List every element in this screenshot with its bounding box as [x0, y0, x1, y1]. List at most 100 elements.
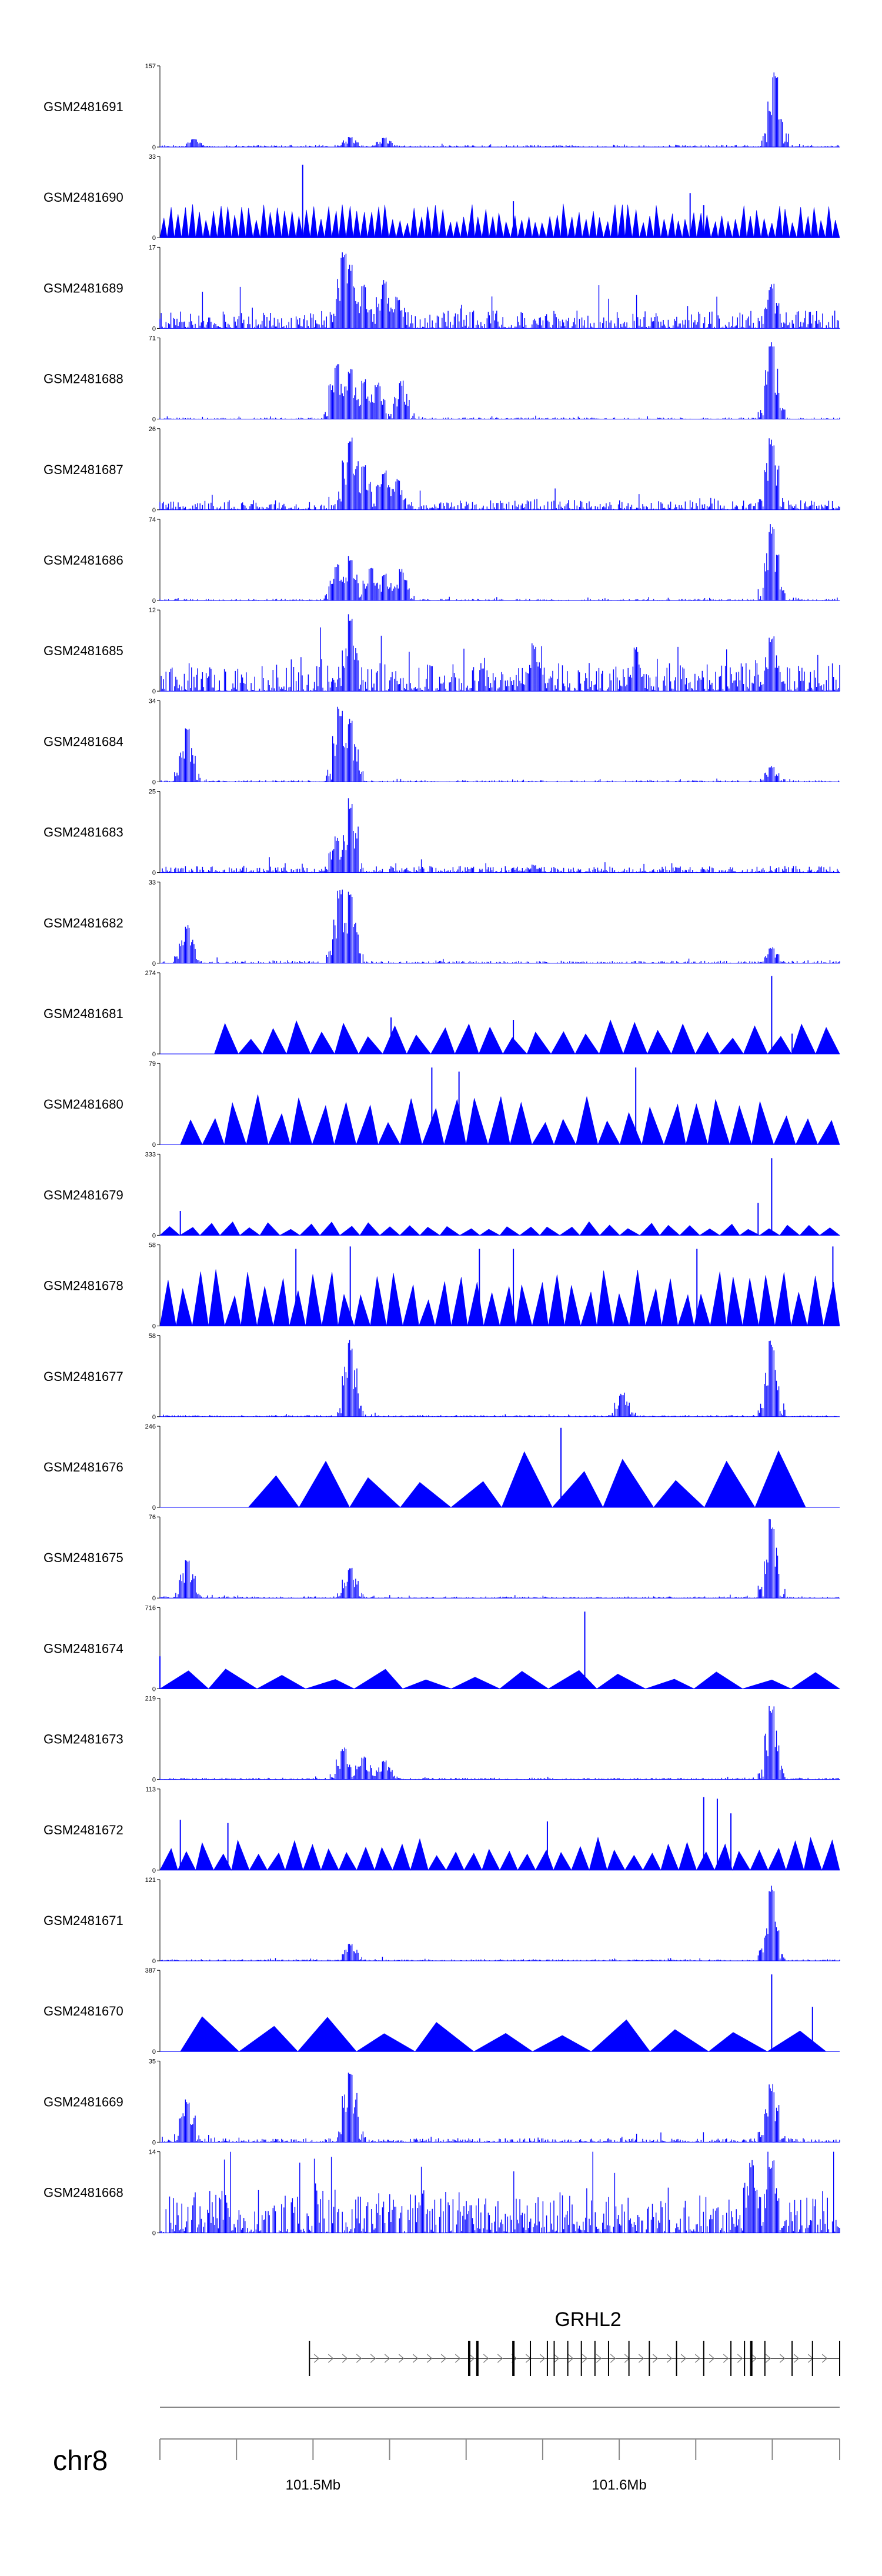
strand-arrow-icon — [384, 2354, 390, 2363]
y-max-label: 34 — [149, 698, 156, 705]
y-min-label: 0 — [152, 2048, 156, 2056]
y-max-label: 17 — [149, 244, 156, 251]
y-max-label: 79 — [149, 1060, 156, 1067]
strand-arrow-icon — [694, 2354, 701, 2363]
gene-exon — [467, 2341, 470, 2376]
track-gsm2481691: GSM2481691 157 0 — [44, 63, 840, 151]
gene-exon — [580, 2341, 582, 2376]
track-gsm2481678: GSM2481678 58 0 — [44, 1242, 840, 1330]
signal-series — [159, 798, 840, 873]
gene-exon — [839, 2341, 840, 2376]
track-label: GSM2481674 — [44, 1641, 123, 1656]
strand-arrow-icon — [610, 2354, 616, 2363]
track-label: GSM2481681 — [44, 1006, 123, 1021]
signal-series — [248, 1450, 806, 1508]
y-min-label: 0 — [152, 1504, 156, 1511]
y-max-label: 333 — [145, 1151, 156, 1158]
strand-arrow-icon — [342, 2354, 348, 2363]
y-min-label: 0 — [152, 144, 156, 151]
y-max-label: 35 — [149, 2058, 156, 2065]
tracks-layer: GSM2481691 157 0 GSM2481690 33 0 GSM2481689 17 0… — [44, 63, 840, 2237]
track-label: GSM2481675 — [44, 1550, 123, 1565]
gene-exon — [703, 2341, 704, 2376]
track-label: GSM2481668 — [44, 2185, 123, 2200]
gene-exon — [594, 2341, 596, 2376]
strand-arrow-icon — [455, 2354, 461, 2363]
gene-exon — [649, 2341, 650, 2376]
signal-series — [161, 706, 840, 782]
y-max-label: 25 — [149, 789, 156, 796]
track-gsm2481684: GSM2481684 34 0 — [44, 698, 840, 786]
gene-exon — [546, 2341, 548, 2376]
signal-series — [159, 438, 840, 510]
y-min-label: 0 — [152, 1142, 156, 1149]
track-label: GSM2481680 — [44, 1097, 123, 1112]
strand-arrow-icon — [370, 2354, 376, 2363]
track-gsm2481668: GSM2481668 14 0 — [44, 2149, 840, 2237]
signal-series — [180, 1095, 840, 1146]
y-max-label: 716 — [145, 1604, 156, 1611]
y-min-label: 0 — [152, 960, 156, 967]
gene-exon — [791, 2341, 793, 2376]
track-label: GSM2481682 — [44, 916, 123, 930]
signal-series — [180, 2016, 827, 2052]
y-max-label: 219 — [145, 1696, 156, 1703]
gene-exon — [764, 2341, 766, 2376]
signal-series — [159, 889, 840, 963]
y-max-label: 14 — [149, 2149, 156, 2156]
y-max-label: 157 — [145, 63, 156, 70]
gene-annotation-track: GRHL2 — [309, 2308, 840, 2376]
track-gsm2481670: GSM2481670 387 0 — [44, 1967, 840, 2056]
signal-series — [159, 1221, 840, 1236]
strand-arrow-icon — [737, 2354, 743, 2363]
y-min-label: 0 — [152, 1323, 156, 1330]
track-label: GSM2481673 — [44, 1732, 123, 1747]
y-min-label: 0 — [152, 1777, 156, 1784]
track-gsm2481682: GSM2481682 33 0 — [44, 879, 840, 967]
signal-series — [159, 524, 840, 600]
strand-arrow-icon — [483, 2354, 489, 2363]
strand-arrow-icon — [313, 2354, 320, 2363]
track-label: GSM2481669 — [44, 2094, 123, 2109]
strand-arrow-icon — [582, 2354, 588, 2363]
strand-arrow-icon — [652, 2354, 659, 2363]
y-min-label: 0 — [152, 2230, 156, 2237]
track-gsm2481679: GSM2481679 333 0 — [44, 1151, 840, 1239]
strand-arrow-icon — [553, 2354, 560, 2363]
strand-arrow-icon — [412, 2354, 419, 2363]
strand-arrow-icon — [567, 2354, 574, 2363]
y-min-label: 0 — [152, 688, 156, 695]
signal-series — [159, 72, 840, 147]
track-gsm2481681: GSM2481681 274 0 — [44, 970, 840, 1058]
track-gsm2481690: GSM2481690 33 0 — [44, 154, 840, 242]
gene-exon — [676, 2341, 677, 2376]
track-gsm2481673: GSM2481673 219 0 — [44, 1696, 840, 1784]
signal-series — [159, 203, 840, 238]
track-gsm2481686: GSM2481686 74 0 — [44, 516, 840, 605]
gene-exon — [730, 2341, 732, 2376]
y-max-label: 274 — [145, 970, 156, 977]
y-min-label: 0 — [152, 1414, 156, 1421]
y-max-label: 58 — [149, 1242, 156, 1249]
y-min-label: 0 — [152, 1686, 156, 1693]
y-max-label: 33 — [149, 154, 156, 161]
gene-exon — [476, 2341, 479, 2376]
y-min-label: 0 — [152, 416, 156, 423]
signal-series — [159, 1340, 839, 1417]
track-label: GSM2481687 — [44, 462, 123, 477]
y-min-label: 0 — [152, 870, 156, 877]
track-gsm2481676: GSM2481676 246 0 — [44, 1423, 840, 1511]
y-max-label: 387 — [145, 1967, 156, 1974]
track-gsm2481675: GSM2481675 76 0 — [44, 1514, 840, 1602]
strand-arrow-icon — [638, 2354, 644, 2363]
signal-series — [159, 2151, 840, 2233]
track-gsm2481677: GSM2481677 58 0 — [44, 1333, 840, 1421]
y-min-label: 0 — [152, 598, 156, 605]
strand-arrow-icon — [680, 2354, 687, 2363]
signal-series — [161, 614, 840, 692]
strand-arrow-icon — [440, 2354, 447, 2363]
y-min-label: 0 — [152, 1867, 156, 1874]
y-max-label: 74 — [149, 516, 156, 523]
strand-arrow-icon — [765, 2354, 771, 2363]
